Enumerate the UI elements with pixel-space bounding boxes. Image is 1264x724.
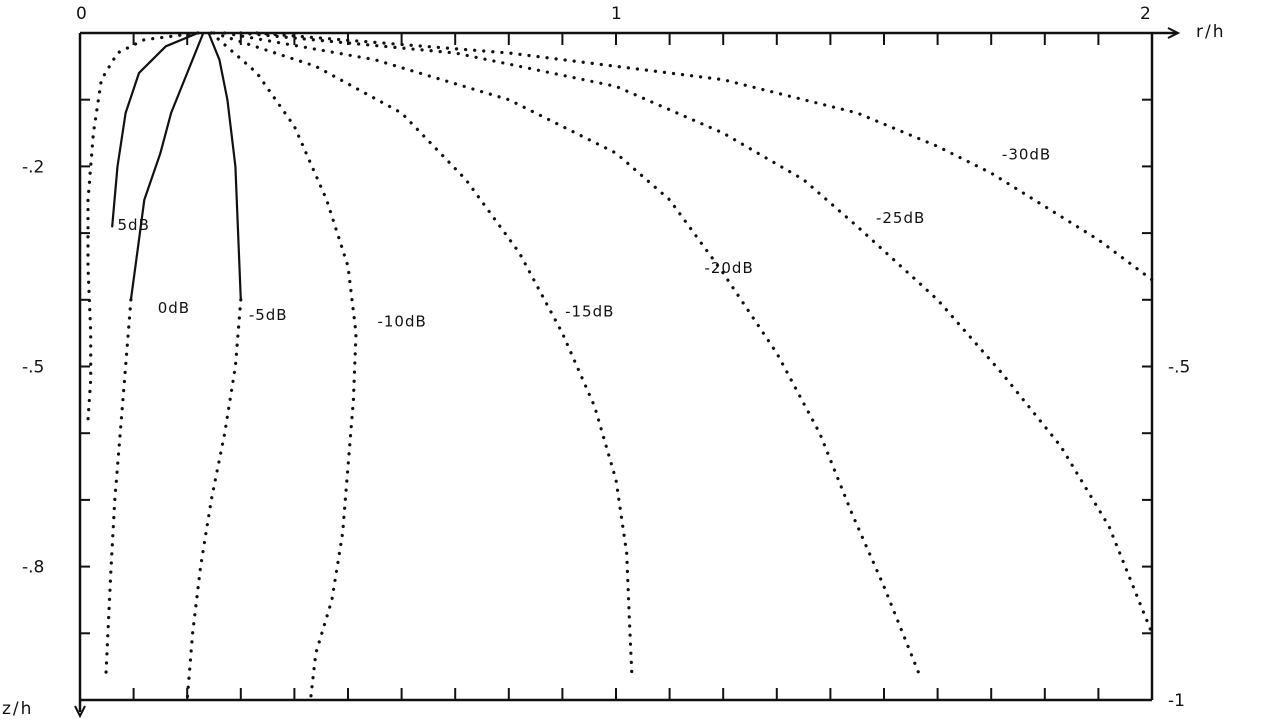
- y-tick-label-right: -1: [1168, 691, 1185, 711]
- contour-line-25db: [239, 31, 1154, 635]
- y-tick-label-right: -.5: [1168, 358, 1190, 378]
- x-axis-label: r/h: [1196, 22, 1226, 42]
- contour-line-5db: [111, 31, 199, 228]
- contour-line-10db: [209, 31, 358, 702]
- contour-label: -10dB: [377, 312, 426, 330]
- x-tick-label: 2: [1140, 4, 1151, 24]
- contour-line-0db: [104, 298, 133, 682]
- x-axis-arrow: [1167, 27, 1181, 39]
- y-tick-label-left: -.2: [22, 157, 44, 177]
- contour-line-5db: [207, 31, 242, 301]
- axis-ticks: [80, 33, 1152, 700]
- contour-curves: [86, 31, 1154, 702]
- contour-label: -5dB: [249, 306, 288, 324]
- contour-line-0db: [129, 31, 205, 301]
- contour-label: 5dB: [118, 216, 150, 234]
- contour-label: 0dB: [158, 299, 190, 317]
- x-tick-label: 0: [76, 4, 87, 24]
- contour-labels: 5dB 0dB -5dB -10dB -15dB -20dB -25dB -30dB: [118, 146, 1051, 331]
- axis-tick-labels: 0 1 2 -.2 -.5 -.8 -.5 -1 r/h z/h: [2, 4, 1226, 719]
- contour-line-5db: [185, 298, 243, 702]
- y-axis-label: z/h: [2, 699, 33, 719]
- contour-label: -20dB: [704, 259, 753, 277]
- plot-axes: [74, 27, 1181, 719]
- contour-line-20db: [223, 31, 924, 682]
- y-axis-arrow: [74, 705, 86, 719]
- contour-label: -15dB: [565, 302, 614, 320]
- x-tick-label: 1: [611, 4, 622, 24]
- y-tick-label-left: -.8: [22, 558, 44, 578]
- y-tick-label-left: -.5: [22, 358, 44, 378]
- contour-label: -25dB: [876, 209, 925, 227]
- contour-line-5db: [86, 31, 200, 422]
- contour-label: -30dB: [1002, 146, 1051, 164]
- contour-line-15db: [212, 31, 634, 682]
